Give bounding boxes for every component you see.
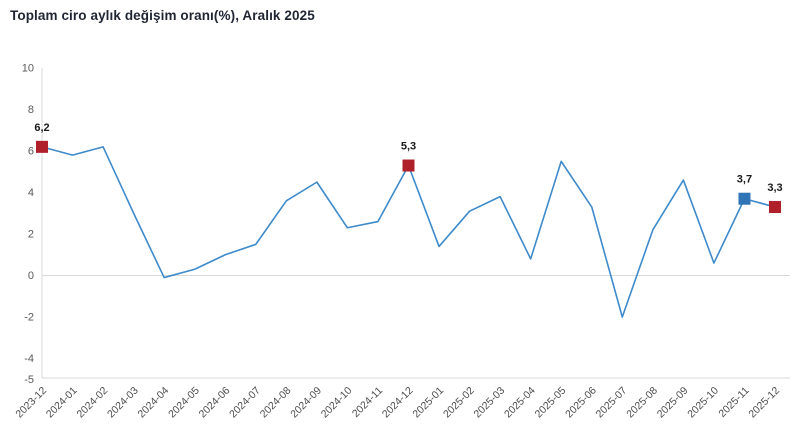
x-tick-label: 2025-06 [563, 385, 599, 421]
x-tick-label: 2024-08 [258, 385, 294, 421]
x-tick-label: 2025-04 [502, 385, 538, 421]
y-tick-label: 4 [28, 187, 34, 199]
x-tick-label: 2025-08 [624, 385, 660, 421]
y-tick-label: -2 [24, 312, 34, 324]
marker-label-2023-12: 6,2 [34, 122, 49, 134]
x-tick-label: 2023-12 [13, 385, 49, 421]
x-tick-label: 2024-01 [44, 385, 80, 421]
y-tick-label: -4 [24, 353, 34, 365]
y-tick-label: 8 [28, 104, 34, 116]
chart-title: Toplam ciro aylık değişim oranı(%), Aral… [10, 8, 315, 23]
x-tick-label: 2024-10 [319, 385, 355, 421]
marker-label-2025-12: 3,3 [767, 182, 782, 194]
x-tick-label: 2024-06 [197, 385, 233, 421]
x-tick-label: 2025-01 [410, 385, 446, 421]
x-tick-label: 2025-10 [685, 385, 721, 421]
marker-label-2025-11: 3,7 [737, 174, 752, 186]
marker-2025-12 [769, 201, 781, 214]
x-tick-label: 2024-07 [227, 385, 263, 421]
x-tick-label: 2024-03 [105, 385, 141, 421]
marker-2024-12 [402, 159, 415, 172]
y-tick-label: 10 [22, 63, 34, 75]
y-tick-label: 6 [28, 146, 34, 158]
y-tick-label: 2 [28, 229, 34, 241]
x-tick-label: 2025-11 [716, 385, 751, 420]
x-tick-label: 2024-02 [74, 385, 110, 421]
x-tick-label: 2024-04 [136, 385, 172, 421]
x-tick-label: 2024-09 [288, 385, 324, 421]
y-tick-label: 0 [28, 270, 34, 282]
marker-2025-11 [738, 192, 751, 205]
x-tick-label: 2025-05 [533, 385, 569, 421]
x-tick-label: 2025-07 [594, 385, 630, 421]
x-tick-label: 2024-12 [380, 385, 416, 421]
x-tick-label: 2025-12 [746, 385, 782, 421]
x-tick-label: 2025-09 [655, 385, 691, 421]
y-tick-label: -5 [24, 374, 34, 386]
x-tick-label: 2025-03 [472, 385, 508, 421]
marker-2023-12 [36, 140, 48, 153]
x-tick-label: 2025-02 [441, 385, 477, 421]
x-tick-label: 2024-05 [166, 385, 202, 421]
marker-label-2024-12: 5,3 [401, 141, 416, 153]
turnover-line [41, 146, 776, 318]
x-tick-label: 2024-11 [350, 385, 385, 420]
